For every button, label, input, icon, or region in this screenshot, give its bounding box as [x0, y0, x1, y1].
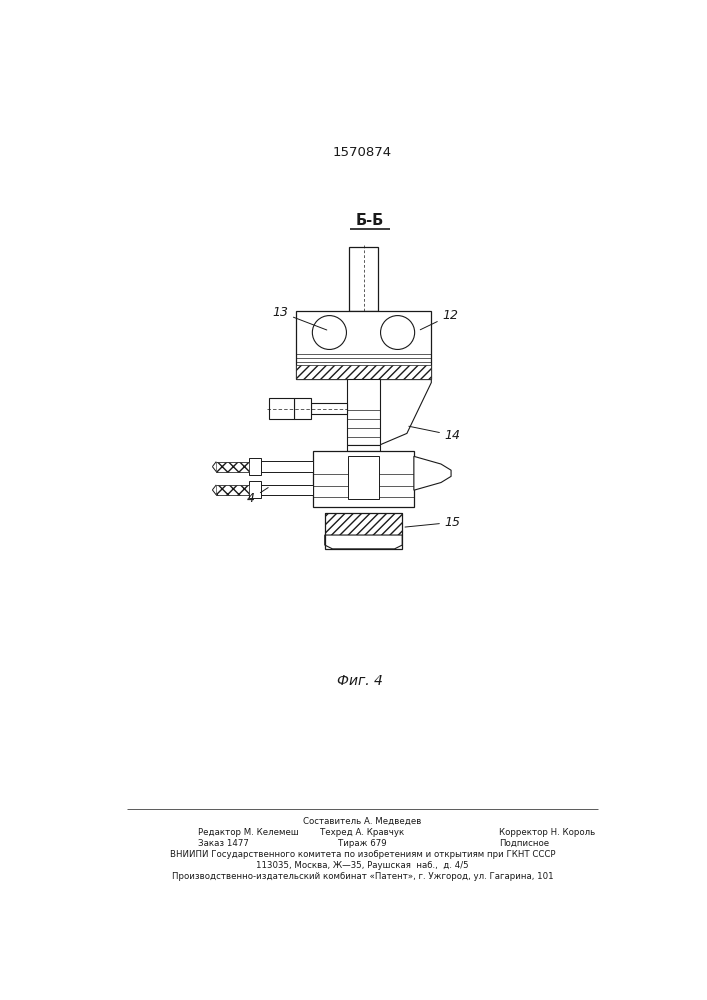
- Polygon shape: [380, 379, 431, 445]
- Bar: [325, 513, 402, 549]
- Bar: [293, 398, 311, 419]
- Bar: [249, 458, 261, 475]
- Text: 15: 15: [405, 516, 461, 529]
- Bar: [325, 513, 402, 535]
- Text: 113035, Москва, Ж—35, Раушская  наб.,  д. 4/5: 113035, Москва, Ж—35, Раушская наб., д. …: [256, 861, 469, 870]
- Text: 14: 14: [409, 426, 461, 442]
- Text: 1570874: 1570874: [333, 146, 392, 159]
- Bar: [216, 485, 249, 495]
- Text: Составитель А. Медведев: Составитель А. Медведев: [303, 817, 421, 826]
- Text: 13: 13: [272, 306, 327, 330]
- Bar: [261, 461, 313, 472]
- Text: Редактор М. Келемеш: Редактор М. Келемеш: [199, 828, 299, 837]
- Text: Подписное: Подписное: [499, 839, 549, 848]
- Text: Корректор Н. Король: Корректор Н. Король: [499, 828, 595, 837]
- Text: 12: 12: [420, 309, 459, 330]
- Text: Б-Б: Б-Б: [356, 213, 384, 228]
- Bar: [249, 481, 261, 498]
- Text: Фиг. 4: Фиг. 4: [337, 674, 382, 688]
- Text: Заказ 1477: Заказ 1477: [199, 839, 250, 848]
- Bar: [216, 462, 249, 472]
- Bar: [349, 247, 378, 311]
- Circle shape: [312, 316, 346, 349]
- Bar: [348, 456, 379, 499]
- Bar: [261, 485, 313, 495]
- Bar: [269, 398, 293, 419]
- Bar: [311, 403, 347, 414]
- Text: Производственно-издательский комбинат «Патент», г. Ужгород, ул. Гагарина, 101: Производственно-издательский комбинат «П…: [172, 872, 553, 881]
- Text: Тираж 679: Тираж 679: [338, 839, 387, 848]
- Bar: [296, 311, 431, 379]
- Text: ВНИИПИ Государственного комитета по изобретениям и открытиям при ГКНТ СССР: ВНИИПИ Государственного комитета по изоб…: [170, 850, 555, 859]
- Polygon shape: [325, 535, 402, 549]
- Bar: [347, 445, 380, 451]
- Bar: [347, 379, 380, 445]
- Bar: [313, 451, 414, 507]
- Polygon shape: [414, 456, 451, 490]
- Text: 4: 4: [247, 488, 268, 505]
- Bar: [296, 365, 431, 379]
- Text: Техред А. Кравчук: Техред А. Кравчук: [320, 828, 404, 837]
- Circle shape: [380, 316, 414, 349]
